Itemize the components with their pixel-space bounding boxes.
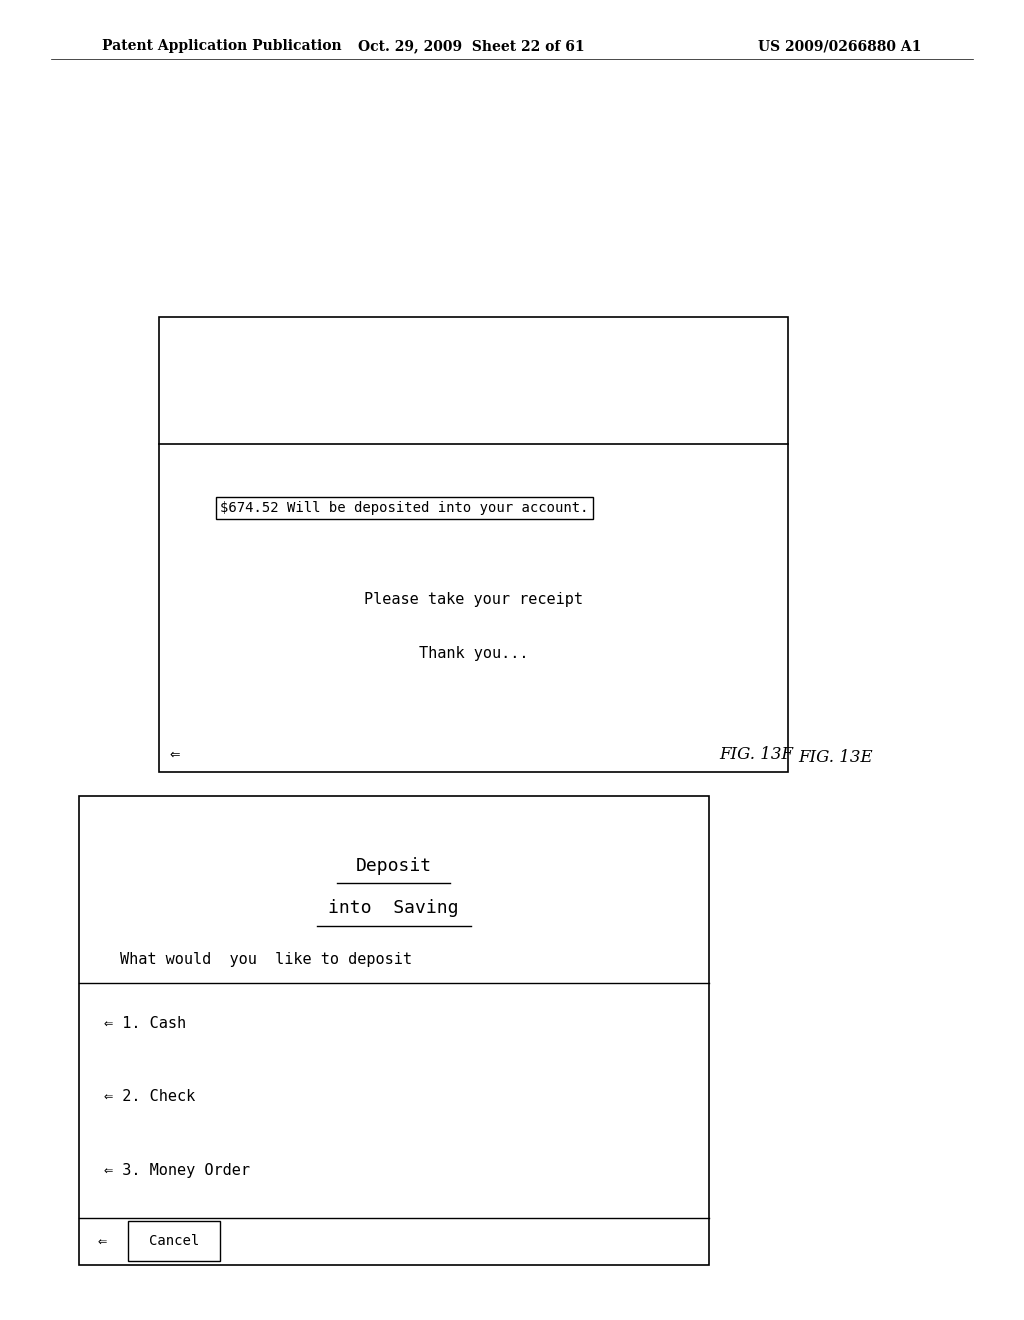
Text: ⇐ 1. Cash: ⇐ 1. Cash <box>104 1015 186 1031</box>
Text: Oct. 29, 2009  Sheet 22 of 61: Oct. 29, 2009 Sheet 22 of 61 <box>357 40 585 53</box>
Text: $674.52 Will be deposited into your account.: $674.52 Will be deposited into your acco… <box>220 502 589 515</box>
Text: FIG. 13E: FIG. 13E <box>799 748 873 766</box>
Text: into  Saving: into Saving <box>329 899 459 917</box>
FancyBboxPatch shape <box>79 796 709 1265</box>
Text: FIG. 13F: FIG. 13F <box>719 746 793 763</box>
FancyBboxPatch shape <box>159 317 788 772</box>
Text: ⇐: ⇐ <box>169 748 179 762</box>
Text: Cancel: Cancel <box>148 1234 200 1249</box>
Text: What would  you  like to deposit: What would you like to deposit <box>120 953 412 968</box>
Text: US 2009/0266880 A1: US 2009/0266880 A1 <box>758 40 922 53</box>
Text: ⇐ 3. Money Order: ⇐ 3. Money Order <box>104 1163 251 1179</box>
Text: Please take your receipt: Please take your receipt <box>365 591 583 607</box>
Text: ⇐ 2. Check: ⇐ 2. Check <box>104 1089 196 1105</box>
Text: Deposit: Deposit <box>355 857 432 875</box>
Text: Thank you...: Thank you... <box>419 647 528 661</box>
Text: Patent Application Publication: Patent Application Publication <box>102 40 342 53</box>
Text: ⇐: ⇐ <box>97 1234 106 1249</box>
FancyBboxPatch shape <box>128 1221 220 1261</box>
